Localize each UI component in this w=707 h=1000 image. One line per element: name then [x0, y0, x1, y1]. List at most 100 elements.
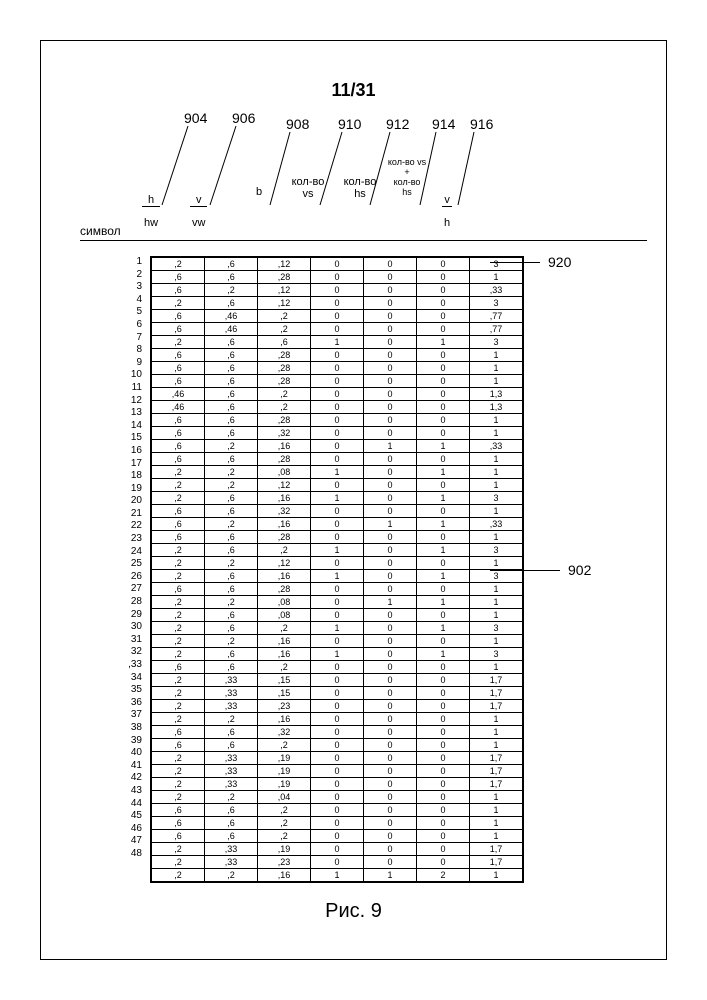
table-cell: 0 [311, 687, 364, 700]
table-cell: ,2 [152, 687, 205, 700]
table-cell: 1 [417, 518, 470, 531]
table-cell: ,2 [152, 297, 205, 310]
table-cell: 0 [364, 388, 417, 401]
table-cell: ,6 [152, 531, 205, 544]
table-row: ,2,33,190001,7 [152, 765, 523, 778]
table-cell: 0 [311, 557, 364, 570]
table-cell: ,6 [152, 323, 205, 336]
table-cell: ,6 [152, 375, 205, 388]
row-number: 15 [112, 432, 142, 445]
table-cell: 0 [311, 375, 364, 388]
row-number: 34 [112, 672, 142, 685]
table-cell: 1 [364, 518, 417, 531]
table-cell: 0 [364, 609, 417, 622]
table-cell: 1,3 [470, 388, 523, 401]
table-cell: 0 [311, 479, 364, 492]
table-cell: ,6 [205, 375, 258, 388]
table-cell: 1 [470, 466, 523, 479]
table-row: ,2,33,190001,7 [152, 752, 523, 765]
table-cell: 0 [417, 856, 470, 869]
table-cell: 0 [311, 674, 364, 687]
table-cell: 0 [417, 609, 470, 622]
table-cell: ,28 [258, 453, 311, 466]
table-cell: ,6 [152, 414, 205, 427]
row-number: 5 [112, 306, 142, 319]
table-cell: 0 [311, 271, 364, 284]
table-cell: ,6 [152, 804, 205, 817]
table-cell: 1 [470, 830, 523, 843]
table-cell: ,6 [205, 570, 258, 583]
table-cell: ,2 [258, 401, 311, 414]
table-cell: ,33 [205, 856, 258, 869]
row-number: 7 [112, 332, 142, 345]
row-number: 6 [112, 319, 142, 332]
table-cell: ,6 [205, 830, 258, 843]
table-cell: 0 [364, 752, 417, 765]
table-cell: 0 [417, 687, 470, 700]
table-row: ,2,6,080001 [152, 609, 523, 622]
table-cell: 0 [311, 830, 364, 843]
row-number: 28 [112, 596, 142, 609]
table-cell: 0 [417, 349, 470, 362]
table-cell: 0 [417, 817, 470, 830]
table-cell: 0 [417, 830, 470, 843]
table-cell: 1 [470, 349, 523, 362]
table-cell: 3 [470, 570, 523, 583]
table-cell: 1 [311, 544, 364, 557]
table-cell: 1 [470, 375, 523, 388]
table-cell: 1 [311, 622, 364, 635]
table-row: ,2,33,150001,7 [152, 674, 523, 687]
table-row: ,2,2,080111 [152, 596, 523, 609]
table-cell: ,28 [258, 375, 311, 388]
table-cell: ,6 [152, 362, 205, 375]
table-cell: ,33 [205, 674, 258, 687]
row-number: 26 [112, 571, 142, 584]
table-cell: 0 [364, 843, 417, 856]
table-cell: ,6 [205, 583, 258, 596]
table-cell: 0 [311, 596, 364, 609]
table-cell: ,2 [152, 752, 205, 765]
table-cell: ,2 [258, 310, 311, 323]
table-row: ,6,6,20001 [152, 739, 523, 752]
page-number: 11/31 [0, 80, 707, 101]
table-cell: ,28 [258, 349, 311, 362]
table-row: ,2,33,230001,7 [152, 700, 523, 713]
table-cell: 0 [417, 726, 470, 739]
table-cell: 0 [417, 713, 470, 726]
table-cell: 0 [364, 557, 417, 570]
table-cell: 0 [364, 505, 417, 518]
table-cell: ,23 [258, 856, 311, 869]
table-cell: ,15 [258, 687, 311, 700]
table-cell: ,46 [152, 401, 205, 414]
table-row: ,2,6,61013 [152, 336, 523, 349]
row-number: 30 [112, 621, 142, 634]
row-number: 23 [112, 533, 142, 546]
table-cell: 0 [364, 713, 417, 726]
table-cell: ,6 [152, 583, 205, 596]
table-cell: ,6 [205, 258, 258, 271]
row-number: 4 [112, 294, 142, 307]
table-cell: ,2 [152, 258, 205, 271]
table-cell: 0 [311, 440, 364, 453]
table-cell: ,6 [205, 817, 258, 830]
table-cell: ,2 [152, 856, 205, 869]
table-cell: ,2 [205, 518, 258, 531]
table-cell: ,19 [258, 765, 311, 778]
table-row: ,6,6,20001 [152, 804, 523, 817]
table-cell: 1 [470, 271, 523, 284]
table-cell: ,6 [205, 648, 258, 661]
table-cell: ,6 [152, 310, 205, 323]
table-cell: 0 [364, 479, 417, 492]
table-cell: ,32 [258, 726, 311, 739]
table-cell: ,2 [258, 323, 311, 336]
table-row: ,2,6,120003 [152, 258, 523, 271]
table-cell: 1,7 [470, 778, 523, 791]
table-cell: ,6 [205, 726, 258, 739]
table-cell: 0 [311, 401, 364, 414]
table-cell: ,32 [258, 427, 311, 440]
row-number: 44 [112, 798, 142, 811]
table-cell: 0 [364, 817, 417, 830]
table-cell: ,6 [205, 622, 258, 635]
table-cell: ,2 [205, 596, 258, 609]
table-cell: 1 [470, 414, 523, 427]
